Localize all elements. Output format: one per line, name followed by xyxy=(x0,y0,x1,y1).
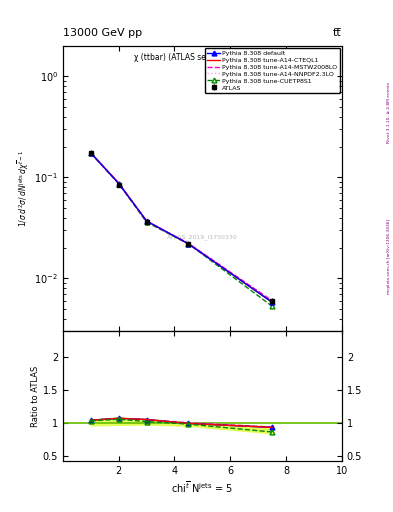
Pythia 8.308 tune-A14-NNPDF2.3LO xyxy=(186,240,191,246)
Pythia 8.308 tune-A14-CTEQL1 xyxy=(270,299,275,305)
Text: 13000 GeV pp: 13000 GeV pp xyxy=(63,28,142,38)
Pythia 8.308 tune-A14-MSTW2008LO xyxy=(88,150,93,156)
Text: tt̅: tt̅ xyxy=(333,28,342,38)
Pythia 8.308 tune-A14-MSTW2008LO xyxy=(270,298,275,304)
Pythia 8.308 tune-A14-MSTW2008LO xyxy=(116,180,121,186)
Pythia 8.308 tune-CUETP8S1 xyxy=(144,219,149,225)
Pythia 8.308 default xyxy=(186,241,191,247)
Line: Pythia 8.308 default: Pythia 8.308 default xyxy=(88,151,275,305)
Pythia 8.308 tune-A14-CTEQL1 xyxy=(116,180,121,186)
Pythia 8.308 tune-A14-NNPDF2.3LO xyxy=(88,150,93,156)
Text: ATLAS_2019_I1750330: ATLAS_2019_I1750330 xyxy=(167,234,238,240)
Pythia 8.308 tune-CUETP8S1 xyxy=(116,180,121,186)
Text: Rivet 3.1.10, ≥ 2.8M events: Rivet 3.1.10, ≥ 2.8M events xyxy=(387,82,391,143)
Line: Pythia 8.308 tune-CUETP8S1: Pythia 8.308 tune-CUETP8S1 xyxy=(88,151,275,309)
Pythia 8.308 default xyxy=(270,299,275,305)
Line: Pythia 8.308 tune-A14-MSTW2008LO: Pythia 8.308 tune-A14-MSTW2008LO xyxy=(91,153,272,301)
Legend: Pythia 8.308 default, Pythia 8.308 tune-A14-CTEQL1, Pythia 8.308 tune-A14-MSTW20: Pythia 8.308 default, Pythia 8.308 tune-… xyxy=(205,48,340,93)
Pythia 8.308 default xyxy=(88,150,93,156)
Pythia 8.308 tune-CUETP8S1 xyxy=(270,303,275,309)
Y-axis label: $1/\sigma\,d^2\sigma/\,dN^{\rm jets}\,d\chi^{\overline{t}-1}$: $1/\sigma\,d^2\sigma/\,dN^{\rm jets}\,d\… xyxy=(16,150,31,227)
Pythia 8.308 tune-CUETP8S1 xyxy=(88,150,93,156)
Pythia 8.308 tune-A14-CTEQL1 xyxy=(88,150,93,156)
Line: Pythia 8.308 tune-A14-NNPDF2.3LO: Pythia 8.308 tune-A14-NNPDF2.3LO xyxy=(91,153,272,301)
Pythia 8.308 tune-A14-NNPDF2.3LO xyxy=(116,180,121,186)
Line: Pythia 8.308 tune-A14-CTEQL1: Pythia 8.308 tune-A14-CTEQL1 xyxy=(91,153,272,302)
Pythia 8.308 tune-A14-CTEQL1 xyxy=(186,241,191,247)
Pythia 8.308 tune-A14-NNPDF2.3LO xyxy=(144,218,149,224)
Pythia 8.308 default xyxy=(144,218,149,224)
Pythia 8.308 tune-A14-NNPDF2.3LO xyxy=(270,298,275,304)
Pythia 8.308 tune-A14-CTEQL1 xyxy=(144,218,149,224)
Pythia 8.308 tune-A14-MSTW2008LO xyxy=(144,218,149,224)
Pythia 8.308 tune-A14-MSTW2008LO xyxy=(186,240,191,246)
Text: mcplots.cern.ch [arXiv:1306.3436]: mcplots.cern.ch [arXiv:1306.3436] xyxy=(387,219,391,293)
Y-axis label: Ratio to ATLAS: Ratio to ATLAS xyxy=(31,366,40,426)
Pythia 8.308 default xyxy=(116,180,121,186)
X-axis label: chi$^{\overline{t}}$ N$^{\rm jets}$ = 5: chi$^{\overline{t}}$ N$^{\rm jets}$ = 5 xyxy=(171,480,233,495)
Pythia 8.308 tune-CUETP8S1 xyxy=(186,241,191,247)
Text: χ (ttbar) (ATLAS semileptonic ttbar): χ (ttbar) (ATLAS semileptonic ttbar) xyxy=(134,53,271,62)
